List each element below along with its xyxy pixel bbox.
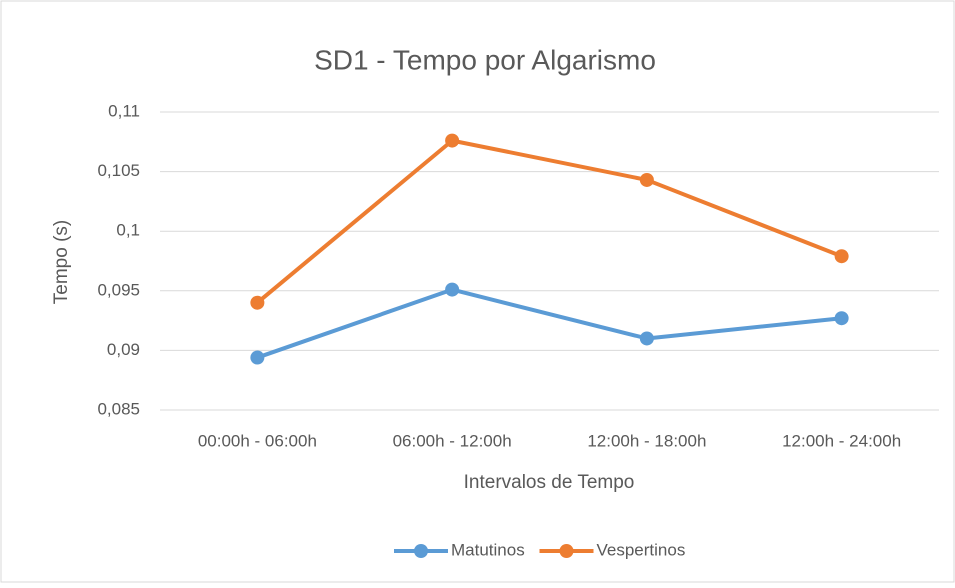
y-tick-label: 0,095 xyxy=(97,280,140,299)
data-point xyxy=(639,331,654,346)
y-tick-label: 0,09 xyxy=(107,340,140,359)
series-line xyxy=(256,287,842,360)
chart-title: SD1 - Tempo por Algarismo xyxy=(314,44,656,75)
x-tick-label: 06:00h - 12:00h xyxy=(393,431,512,450)
y-tick-label: 0,105 xyxy=(97,161,140,180)
y-tick-label: 0,085 xyxy=(97,399,140,418)
data-point xyxy=(250,295,265,310)
x-tick-label: 12:00h - 18:00h xyxy=(587,431,706,450)
data-point xyxy=(445,133,460,148)
legend-label: Matutinos xyxy=(451,540,525,559)
x-axis-label: Intervalos de Tempo xyxy=(464,472,635,493)
legend-marker xyxy=(414,544,428,558)
y-tick-label: 0,1 xyxy=(116,221,140,240)
series-line xyxy=(256,138,843,305)
legend-label: Vespertinos xyxy=(597,540,686,559)
data-point xyxy=(250,350,265,365)
data-point xyxy=(834,311,849,326)
data-point xyxy=(639,172,654,187)
y-tick-label: 0,11 xyxy=(108,101,140,120)
x-tick-label: 00:00h - 06:00h xyxy=(198,431,317,450)
legend-marker xyxy=(559,544,574,558)
x-tick-label: 12:00h - 24:00h xyxy=(782,431,901,450)
y-axis-label: Tempo (s) xyxy=(51,220,72,304)
data-point xyxy=(445,282,460,297)
data-point xyxy=(834,249,849,264)
